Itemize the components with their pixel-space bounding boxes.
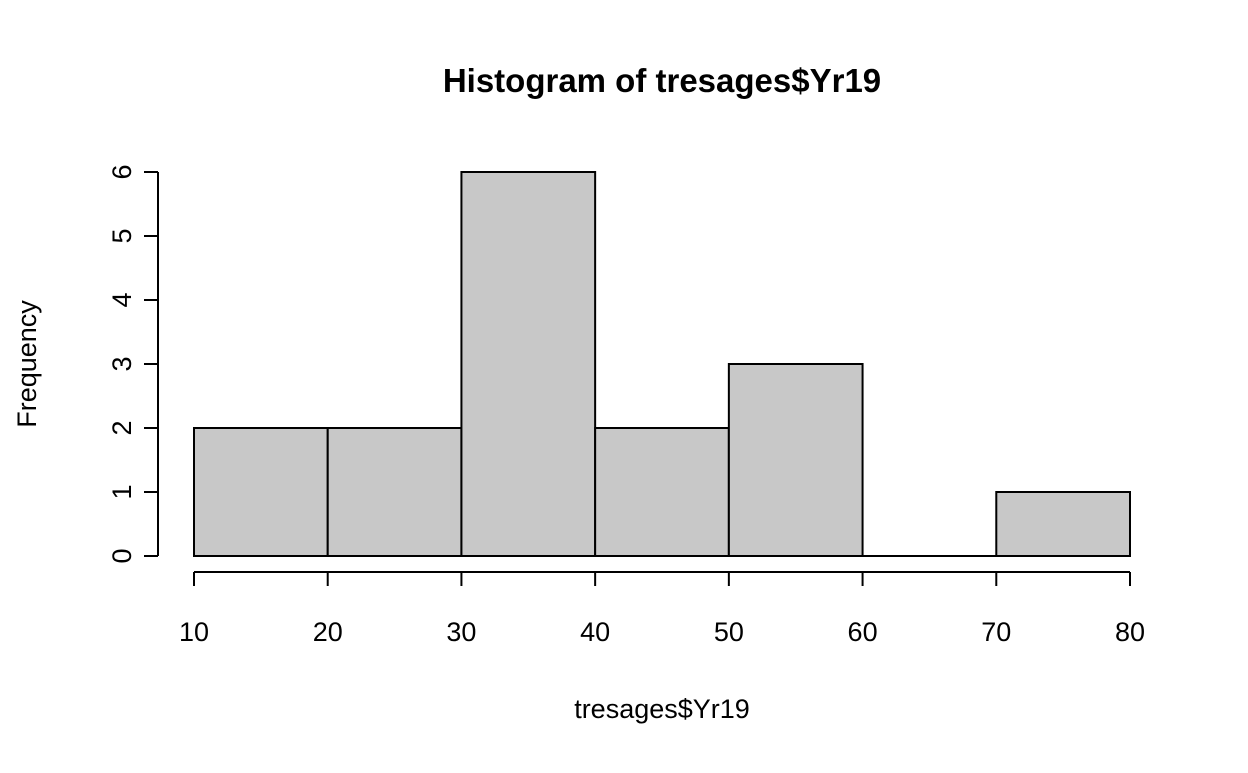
x-tick-label: 60 (848, 617, 878, 647)
x-tick-label: 70 (981, 617, 1011, 647)
bars-layer (193, 171, 1131, 557)
x-tick-label: 80 (1115, 617, 1145, 647)
x-tick-label: 40 (580, 617, 610, 647)
y-tick-label: 2 (107, 420, 137, 435)
chart-title: Histogram of tresages$Yr19 (443, 62, 881, 99)
histogram-bar (995, 491, 1131, 557)
x-axis: 10 20 30 40 50 60 70 80 (179, 571, 1145, 647)
histogram-bar (460, 171, 597, 557)
x-tick-label: 10 (179, 617, 209, 647)
y-tick-label: 0 (107, 548, 137, 563)
y-tick-label: 6 (107, 164, 137, 179)
x-tick-label: 30 (446, 617, 476, 647)
y-tick-label: 1 (107, 484, 137, 499)
histogram-bar (326, 427, 463, 557)
y-tick-label: 3 (107, 356, 137, 371)
histogram-bar (193, 427, 329, 557)
x-tick-label: 20 (313, 617, 343, 647)
x-tick-label: 50 (714, 617, 744, 647)
y-axis-label: Frequency (12, 300, 42, 428)
y-tick-label: 5 (107, 228, 137, 243)
histogram-bar (594, 427, 730, 557)
y-axis: 0 1 2 3 4 5 6 (107, 164, 159, 564)
x-axis-label: tresages$Yr19 (574, 694, 750, 724)
y-tick-label: 4 (107, 292, 137, 307)
histogram-bar (727, 363, 864, 557)
